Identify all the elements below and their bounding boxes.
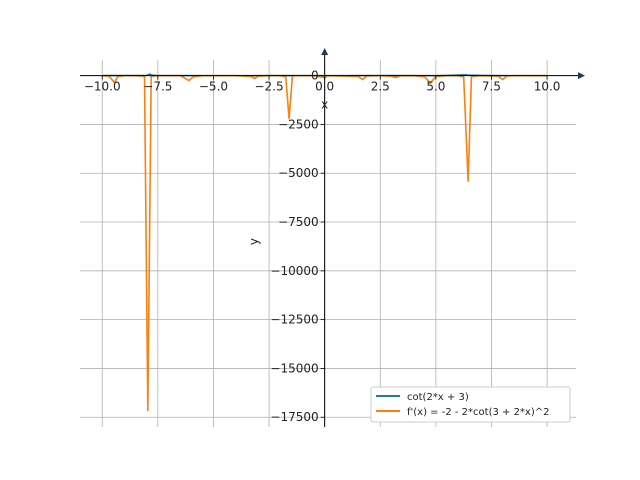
y-tick-label: −15000 — [270, 361, 318, 375]
x-tick-label: −10.0 — [84, 80, 121, 94]
x-tick-label: −5.0 — [199, 80, 228, 94]
y-tick-label: 0 — [311, 69, 319, 83]
x-tick-label: 2.5 — [371, 80, 390, 94]
x-tick-label: 10.0 — [534, 80, 561, 94]
y-tick-label: −5000 — [278, 166, 319, 180]
axes — [80, 48, 585, 427]
ticks: −10.0 −7.5 −5.0 −2.5 0.0 2.5 5.0 7.5 10.0 0 −2500 −… — [84, 69, 561, 425]
y-tick-label: −17500 — [270, 410, 318, 424]
x-tick-label: 5.0 — [426, 80, 445, 94]
x-tick-label: −7.5 — [143, 80, 172, 94]
x-tick-label: 7.5 — [482, 80, 501, 94]
y-tick-label: −10000 — [270, 264, 318, 278]
legend-label-derivative: f'(x) = -2 - 2*cot(3 + 2*x)^2 — [407, 407, 550, 418]
y-axis-title: y — [247, 238, 261, 245]
x-tick-label: 0.0 — [315, 80, 334, 94]
x-axis-title: x — [321, 98, 328, 112]
legend-label-cot: cot(2*x + 3) — [407, 392, 469, 403]
x-tick-label: −2.5 — [254, 80, 283, 94]
legend-box — [370, 386, 571, 423]
legend: cot(2*x + 3) f'(x) = -2 - 2*cot(3 + 2*x)… — [370, 386, 571, 423]
y-axis-arrow — [321, 48, 329, 55]
x-axis-arrow — [578, 72, 585, 80]
y-tick-label: −7500 — [278, 215, 319, 229]
y-tick-label: −2500 — [278, 117, 319, 131]
grid — [80, 60, 576, 427]
y-tick-label: −12500 — [270, 313, 318, 327]
